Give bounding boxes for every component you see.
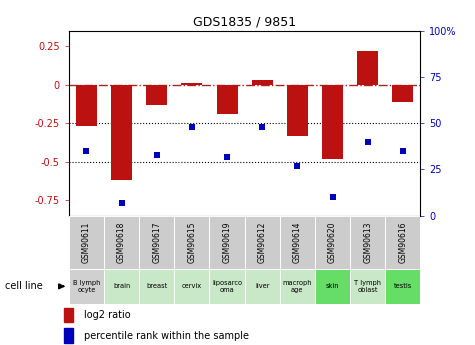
Bar (315, 269, 350, 304)
Bar (174, 269, 209, 304)
Text: breast: breast (146, 283, 167, 289)
Text: GSM90611: GSM90611 (82, 222, 91, 263)
Bar (76, 85, 97, 126)
Bar (104, 269, 139, 304)
Text: cell line: cell line (5, 282, 42, 291)
Bar (245, 269, 280, 304)
Text: GSM90612: GSM90612 (258, 222, 266, 263)
Text: GSM90618: GSM90618 (117, 222, 126, 263)
Bar (111, 85, 132, 180)
Text: GSM90615: GSM90615 (188, 221, 196, 263)
Text: B lymph
ocyte: B lymph ocyte (73, 280, 100, 293)
Text: percentile rank within the sample: percentile rank within the sample (84, 331, 249, 341)
Text: testis: testis (394, 283, 412, 289)
Bar (64, 308, 73, 322)
Bar (385, 216, 420, 269)
Bar (104, 216, 139, 269)
Bar (245, 216, 280, 269)
Bar (322, 85, 343, 159)
Text: GSM90613: GSM90613 (363, 221, 372, 263)
Text: T lymph
oblast: T lymph oblast (354, 280, 381, 293)
Text: log2 ratio: log2 ratio (84, 310, 131, 320)
Text: GSM90616: GSM90616 (399, 221, 407, 263)
Bar (209, 269, 245, 304)
Bar (181, 83, 202, 85)
Bar (315, 216, 350, 269)
Title: GDS1835 / 9851: GDS1835 / 9851 (193, 16, 296, 29)
Bar (280, 269, 315, 304)
Text: GSM90619: GSM90619 (223, 221, 231, 263)
Text: liposarco
oma: liposarco oma (212, 280, 242, 293)
Bar (139, 216, 174, 269)
Text: skin: skin (326, 283, 339, 289)
Text: liver: liver (255, 283, 269, 289)
Bar (350, 269, 385, 304)
Text: brain: brain (113, 283, 130, 289)
Bar (174, 216, 209, 269)
Bar (69, 216, 104, 269)
Bar (252, 80, 273, 85)
Text: cervix: cervix (182, 283, 202, 289)
Text: GSM90620: GSM90620 (328, 221, 337, 263)
Text: macroph
age: macroph age (283, 280, 312, 293)
Bar (217, 85, 238, 114)
Bar (287, 85, 308, 136)
Bar (280, 216, 315, 269)
Bar (209, 216, 245, 269)
Bar (350, 216, 385, 269)
Bar (385, 269, 420, 304)
Bar (392, 85, 413, 102)
Text: GSM90617: GSM90617 (152, 221, 161, 263)
Bar (69, 269, 104, 304)
Bar (146, 85, 167, 105)
Text: GSM90614: GSM90614 (293, 221, 302, 263)
Bar (64, 328, 73, 343)
Bar (357, 51, 378, 85)
Bar (139, 269, 174, 304)
